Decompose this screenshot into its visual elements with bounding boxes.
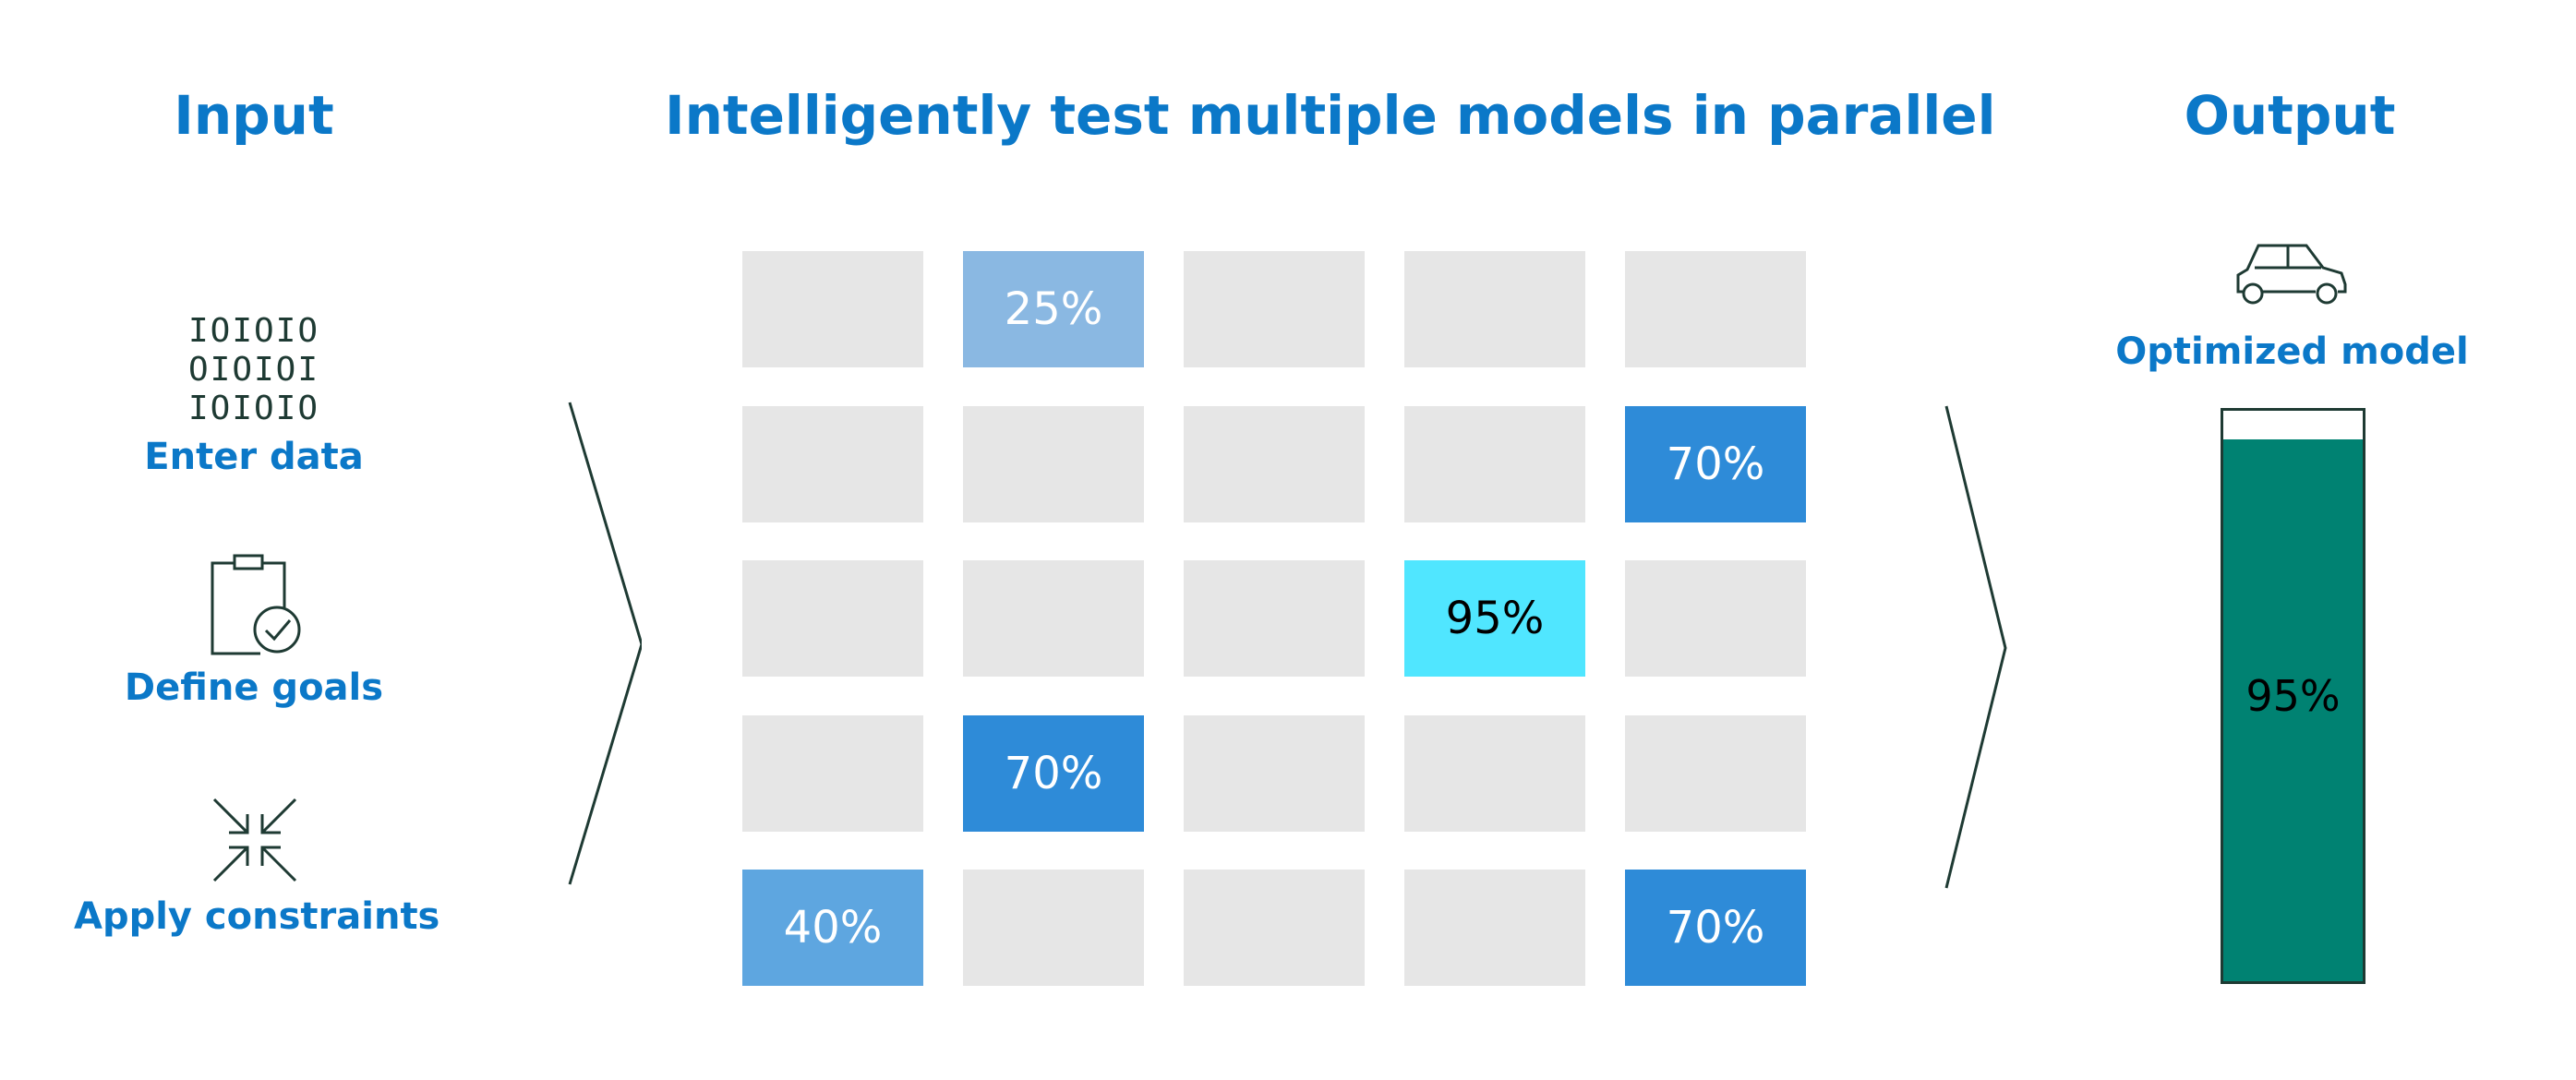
optimized-model-bar-fill xyxy=(2223,438,2363,981)
model-empty-cell xyxy=(1404,870,1585,986)
optimized-model-value: 95% xyxy=(2245,671,2341,721)
model-score-cell: 40% xyxy=(742,870,923,986)
car-icon xyxy=(2236,244,2347,305)
model-empty-cell xyxy=(742,251,923,367)
middle-heading: Intelligently test multiple models in pa… xyxy=(665,84,1996,147)
model-empty-cell xyxy=(1184,870,1365,986)
model-empty-cell xyxy=(742,405,923,522)
enter-data-label: Enter data xyxy=(144,436,364,478)
model-score-cell: 70% xyxy=(963,714,1144,832)
optimized-model-bar: 95% xyxy=(2221,408,2365,984)
binary-data-icon: IOIOIO OIOIOI IOIOIO xyxy=(185,312,323,428)
binary-line: IOIOIO xyxy=(187,390,320,427)
model-empty-cell xyxy=(1625,714,1806,832)
model-empty-cell xyxy=(1404,405,1585,522)
model-empty-cell xyxy=(742,560,923,677)
model-score-cell: 70% xyxy=(1625,405,1806,522)
output-heading: Output xyxy=(2184,84,2396,147)
model-empty-cell xyxy=(1184,251,1365,367)
model-empty-cell xyxy=(963,560,1144,677)
model-score-cell: 25% xyxy=(963,251,1144,367)
binary-line: OIOIOI xyxy=(187,351,320,389)
collapse-arrows-icon xyxy=(212,798,297,882)
model-empty-cell xyxy=(1184,405,1365,522)
model-empty-cell xyxy=(963,405,1144,522)
model-score-cell: 95% xyxy=(1404,560,1585,677)
model-empty-cell xyxy=(742,714,923,832)
input-heading: Input xyxy=(174,84,334,147)
apply-constraints-label: Apply constraints xyxy=(74,895,440,938)
model-empty-cell xyxy=(1625,251,1806,367)
model-empty-cell xyxy=(963,870,1144,986)
optimized-model-label: Optimized model xyxy=(2115,330,2469,373)
clipboard-check-icon xyxy=(211,554,301,655)
binary-line: IOIOIO xyxy=(187,312,320,350)
model-empty-cell xyxy=(1404,714,1585,832)
model-empty-cell xyxy=(1184,560,1365,677)
chevron-right-icon xyxy=(568,402,642,885)
model-empty-cell xyxy=(1404,251,1585,367)
chevron-right-icon xyxy=(1944,405,2007,889)
model-score-cell: 70% xyxy=(1625,870,1806,986)
model-empty-cell xyxy=(1184,714,1365,832)
define-goals-label: Define goals xyxy=(124,666,384,709)
model-grid: 25% 70% 95% 70% 40% 70% xyxy=(742,251,1806,986)
model-empty-cell xyxy=(1625,560,1806,677)
